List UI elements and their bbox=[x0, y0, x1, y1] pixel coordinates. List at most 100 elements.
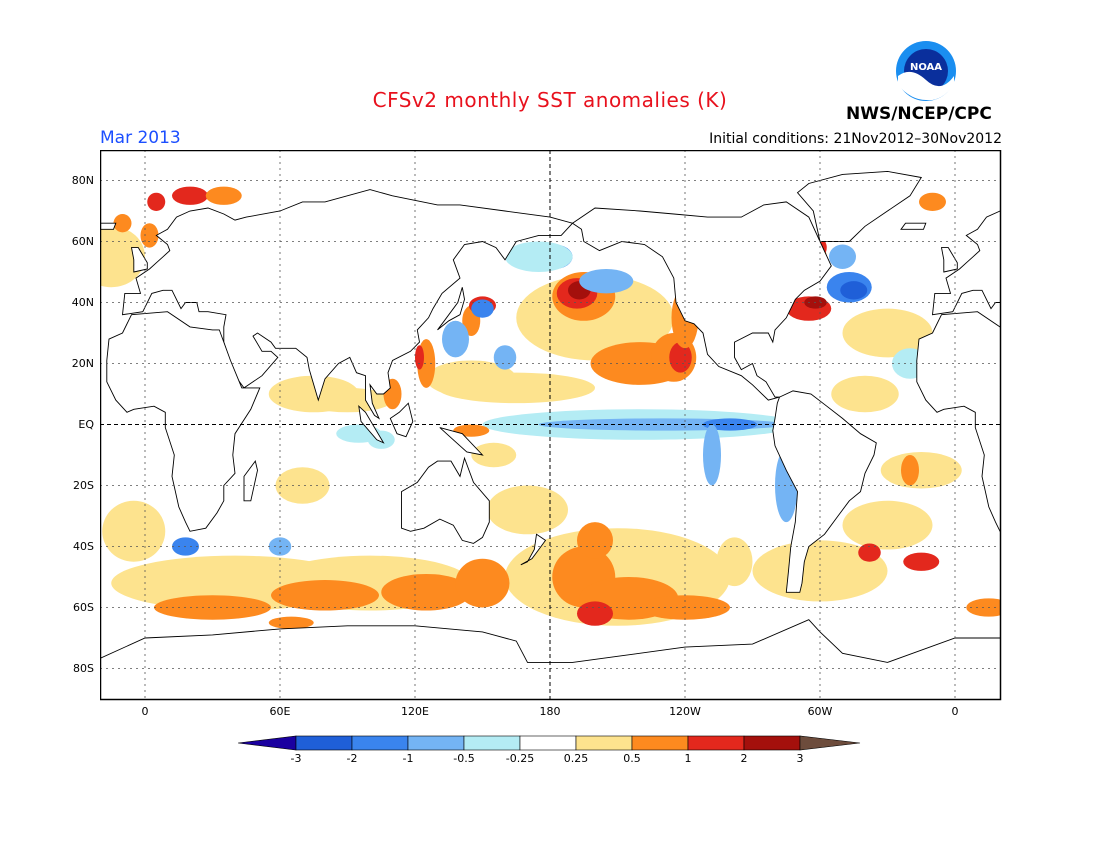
anomaly-patch bbox=[275, 467, 330, 504]
lat-label: 20N bbox=[71, 356, 94, 370]
grid-lines bbox=[100, 150, 1000, 699]
anomaly-patch bbox=[577, 601, 613, 626]
anomaly-patch bbox=[442, 320, 469, 358]
colorbar-segment bbox=[463, 735, 521, 751]
colorbar-segment bbox=[295, 735, 353, 751]
lon-label: 60W bbox=[807, 705, 833, 718]
anomaly-patch bbox=[716, 537, 753, 587]
colorbar-arrow-high bbox=[799, 735, 861, 751]
landmass-borneo bbox=[389, 402, 414, 438]
lat-label: 80N bbox=[71, 173, 94, 187]
colorbar-segment bbox=[631, 735, 689, 751]
colorbar-label: 1 bbox=[684, 752, 692, 765]
lat-label: 60S bbox=[73, 600, 94, 614]
map-frame bbox=[100, 150, 1002, 701]
anomaly-patch bbox=[154, 595, 271, 620]
landmass-sumatra bbox=[358, 405, 385, 444]
landmass-new-guinea bbox=[439, 427, 484, 456]
landmass-eurasia bbox=[121, 189, 574, 420]
lon-label: 180 bbox=[539, 705, 561, 718]
landmass-north-america bbox=[571, 201, 832, 401]
anomaly-patch bbox=[113, 214, 132, 233]
anomaly-patch bbox=[271, 580, 379, 611]
colorbar-segment bbox=[519, 735, 577, 751]
anomaly-patch bbox=[471, 299, 494, 318]
anomaly-patch bbox=[471, 442, 517, 468]
lat-label: 80S bbox=[73, 661, 94, 675]
anomaly-patch bbox=[415, 345, 424, 370]
anomaly-patch bbox=[577, 522, 613, 559]
agency-label: NWS/NCEP/CPC bbox=[846, 104, 992, 124]
chart-title: CFSv2 monthly SST anomalies (K) bbox=[372, 88, 728, 112]
anomaly-patch bbox=[205, 186, 242, 205]
lat-label: EQ bbox=[78, 417, 94, 431]
anomaly-patch bbox=[880, 451, 962, 489]
anomaly-patch bbox=[669, 342, 692, 373]
lat-label: 60N bbox=[71, 234, 94, 248]
colorbar-label: 0.25 bbox=[563, 752, 589, 765]
logo-text: NOAA bbox=[910, 62, 942, 73]
landmass-africa bbox=[916, 311, 1000, 532]
forecast-month: Mar 2013 bbox=[100, 128, 181, 148]
lat-label: 40S bbox=[73, 539, 94, 553]
landmass-iceland bbox=[100, 222, 117, 230]
anomaly-patch bbox=[858, 543, 881, 562]
continent-outlines bbox=[100, 170, 1000, 699]
colorbar-label: -1 bbox=[402, 752, 414, 765]
landmass-eurasia bbox=[931, 210, 1000, 316]
landmass-uk bbox=[940, 247, 958, 273]
colorbar-segment bbox=[407, 735, 465, 751]
landmass-iceland bbox=[900, 222, 927, 230]
noaa-logo: NOAA bbox=[896, 41, 956, 101]
anomaly-patch bbox=[901, 455, 919, 486]
anomaly-patch bbox=[426, 360, 517, 398]
lon-label: 120W bbox=[669, 705, 701, 718]
lon-label: 60E bbox=[269, 705, 291, 718]
colorbar-label: -3 bbox=[290, 752, 302, 765]
anomaly-patch bbox=[487, 485, 568, 535]
landmass-uk bbox=[130, 247, 148, 273]
landmass-japan bbox=[437, 287, 465, 331]
colorbar-segment bbox=[687, 735, 745, 751]
anomaly-patch bbox=[493, 345, 517, 370]
anomaly-patch bbox=[842, 500, 933, 550]
lon-label: 120E bbox=[401, 705, 429, 718]
anomaly-patch bbox=[903, 552, 940, 571]
anomaly-patch bbox=[172, 186, 208, 205]
anomaly-patch bbox=[455, 558, 510, 608]
colorbar-segment bbox=[575, 735, 633, 751]
landmass-madagascar bbox=[243, 460, 258, 502]
lat-label: 40N bbox=[71, 295, 94, 309]
landmass-south-america bbox=[772, 390, 877, 593]
colorbar bbox=[238, 735, 861, 751]
anomaly-patch bbox=[147, 192, 166, 211]
anomaly-patch bbox=[831, 375, 899, 413]
colorbar-label: 0.5 bbox=[623, 752, 641, 765]
lon-label: 0 bbox=[141, 705, 149, 718]
anomaly-patch bbox=[505, 241, 573, 272]
anomaly-patch bbox=[579, 268, 634, 294]
colorbar-label: -0.5 bbox=[453, 752, 475, 765]
colorbar-segment bbox=[743, 735, 801, 751]
colorbar-label: 3 bbox=[796, 752, 804, 765]
initial-conditions: Initial conditions: 21Nov2012–30Nov2012 bbox=[709, 131, 1002, 147]
colorbar-label: -0.25 bbox=[505, 752, 535, 765]
anomaly-patch bbox=[381, 573, 472, 611]
colorbar-segment bbox=[351, 735, 409, 751]
lon-label: 0 bbox=[951, 705, 959, 718]
anomaly-patch bbox=[102, 500, 166, 562]
landmass-australia bbox=[401, 456, 490, 544]
anomaly-patch bbox=[919, 192, 946, 211]
colorbar-label: -2 bbox=[346, 752, 358, 765]
colorbar-label: 2 bbox=[740, 752, 748, 765]
lat-label: 20S bbox=[73, 478, 94, 492]
landmass-greenland bbox=[796, 170, 923, 242]
colorbar-arrow-low bbox=[238, 735, 297, 751]
landmass-antarctica bbox=[100, 619, 1000, 699]
anomaly-patch bbox=[840, 281, 868, 300]
anomaly-patch bbox=[703, 424, 721, 486]
anomaly-patch bbox=[829, 244, 856, 269]
landmass-new-zealand bbox=[520, 533, 547, 566]
anomaly-patch bbox=[268, 616, 314, 629]
sst-anomaly-map bbox=[100, 150, 1002, 701]
